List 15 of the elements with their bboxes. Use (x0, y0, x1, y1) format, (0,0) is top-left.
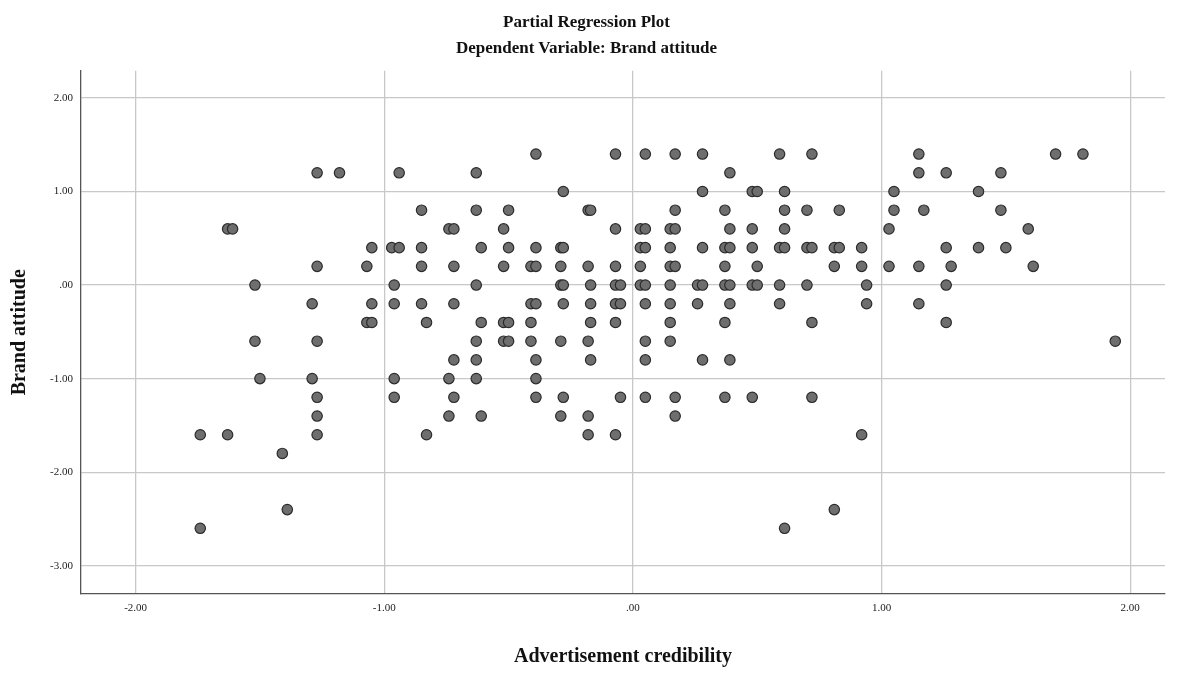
x-tick-label: .00 (626, 601, 641, 614)
chart-subtitle: Dependent Variable: Brand attitude (455, 37, 718, 57)
x-axis-title: Advertisement credibility (514, 644, 732, 668)
y-tick-label: 2.00 (53, 90, 74, 103)
y-tick-label: -2.00 (49, 465, 74, 478)
y-tick-label: 1.00 (53, 184, 74, 197)
y-tick-label: .00 (59, 277, 74, 290)
y-tick-label: -3.00 (49, 558, 74, 571)
chart-title: Partial Regression Plot (503, 11, 671, 31)
x-tick-label: -2.00 (124, 601, 148, 614)
x-tick-label: 2.00 (1120, 601, 1141, 614)
y-axis-title: Brand attitude (7, 269, 30, 396)
y-tick-label: -1.00 (49, 371, 74, 384)
x-tick-label: 1.00 (871, 601, 892, 614)
x-tick-label: -1.00 (372, 601, 397, 614)
